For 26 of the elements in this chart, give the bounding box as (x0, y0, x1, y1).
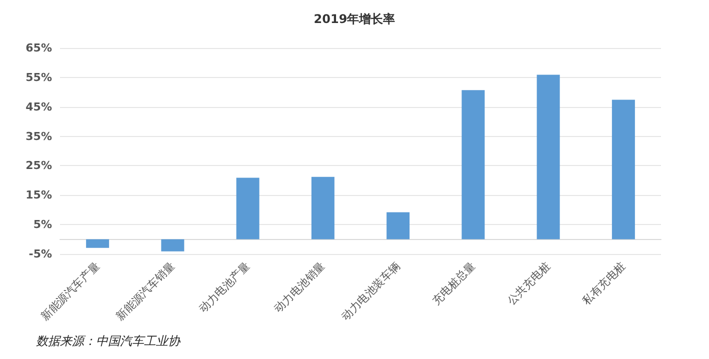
y-tick-label: 65% (26, 42, 52, 54)
y-tick-label: 55% (26, 70, 52, 84)
x-tick-label: 新能源汽车销量 (114, 259, 178, 324)
y-tick-label: 15% (26, 188, 52, 202)
chart-title: 2019年增长率 (314, 12, 396, 26)
y-tick-label: -5% (28, 248, 52, 260)
y-tick-label: 25% (26, 159, 52, 172)
x-tick-label: 充电桩总量 (430, 259, 478, 308)
x-tick-label: 公共充电桩 (504, 259, 553, 308)
bar (612, 100, 635, 240)
bar (386, 212, 410, 240)
y-tick-label: 45% (26, 100, 52, 114)
bar (236, 178, 260, 240)
y-tick-label: 5% (33, 218, 52, 232)
bar (462, 90, 485, 240)
bar (536, 74, 560, 240)
bar (161, 239, 184, 252)
x-tick-label: 新能源汽车产量 (38, 259, 102, 324)
x-tick-label: 私有充电桩 (580, 259, 628, 308)
x-tick-label: 动力电池装车辆 (339, 259, 403, 324)
source-note: 数据来源：中国汽车工业协 (36, 334, 181, 348)
bar (311, 176, 334, 240)
bar (86, 239, 110, 248)
y-tick-label: 35% (26, 130, 52, 143)
x-tick-label: 动力电池销量 (272, 259, 328, 316)
x-tick-label: 动力电池产量 (196, 259, 252, 316)
